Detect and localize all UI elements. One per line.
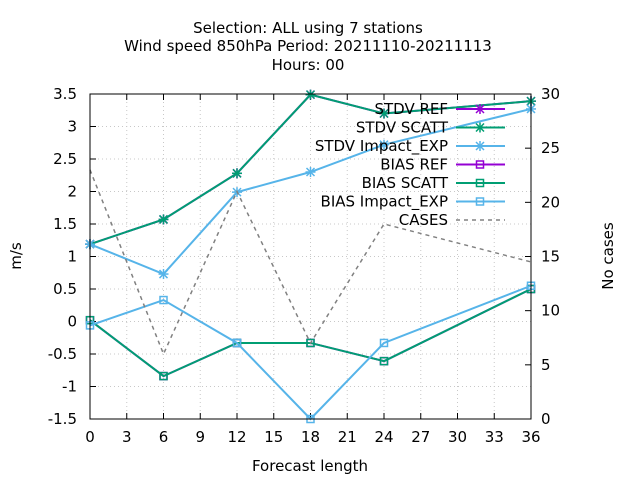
plot-frame <box>89 93 532 420</box>
x-tick-label: 15 <box>264 428 283 446</box>
legend-label: BIAS REF <box>380 156 448 174</box>
data-point <box>379 108 389 119</box>
y-tick-label: 3 <box>67 118 77 136</box>
legend-label: STDV REF <box>374 100 448 118</box>
data-point <box>379 139 389 150</box>
y2-tick-label: 25 <box>541 139 560 157</box>
x-tick-label: 24 <box>374 428 393 446</box>
data-point <box>232 168 242 179</box>
legend-label: STDV Impact_EXP <box>315 137 448 156</box>
x-tick-label: 0 <box>85 428 95 446</box>
y-tick-label: 0 <box>67 313 77 331</box>
chart-title-line-2: Wind speed 850hPa Period: 20211110-20211… <box>124 37 492 55</box>
y2-tick-label: 5 <box>541 356 551 374</box>
legend-item-5: BIAS Impact_EXP <box>321 193 505 212</box>
y-tick-label: 2.5 <box>53 150 77 168</box>
legend-item-2: STDV Impact_EXP <box>315 137 505 156</box>
series-line <box>89 93 532 246</box>
legend-item-3: BIAS REF <box>380 156 505 174</box>
legend-marker <box>475 122 485 133</box>
x-tick-label: 27 <box>411 428 430 446</box>
y-tick-label: -1.5 <box>48 410 77 428</box>
x-tick-label: 12 <box>227 428 246 446</box>
y-tick-label: -0.5 <box>48 345 77 363</box>
data-point <box>306 338 315 348</box>
x-tick-label: 9 <box>195 428 205 446</box>
data-point <box>305 89 316 100</box>
legend-label: STDV SCATT <box>356 119 449 137</box>
legend-marker <box>475 197 485 206</box>
series-5 <box>85 281 536 424</box>
axis-ticks: 0 3 6 9 12 15 18 21 24 27 30 33 36-1.5-1-0.500.511.5… <box>48 85 560 446</box>
x-tick-label: 21 <box>338 428 357 446</box>
data-point <box>232 338 242 348</box>
legend-item-4: BIAS SCATT <box>362 174 505 192</box>
series-line <box>89 284 532 421</box>
legend-item-1: STDV SCATT <box>356 119 505 137</box>
x-tick-label: 33 <box>485 428 504 446</box>
chart-title-line-3: Hours: 00 <box>272 56 345 74</box>
y2-tick-label: 10 <box>541 302 560 320</box>
legend-item-0: STDV REF <box>374 100 505 118</box>
data-point <box>379 356 389 366</box>
x-tick-label: 18 <box>301 428 320 446</box>
y2-tick-label: 0 <box>541 410 551 428</box>
x-tick-label: 30 <box>448 428 467 446</box>
y-tick-label: 1 <box>67 248 77 266</box>
chart-title-line-1: Selection: ALL using 7 stations <box>193 19 423 37</box>
y-tick-label: -1 <box>62 378 77 396</box>
series-4 <box>85 284 536 381</box>
y2-axis-label: No cases <box>599 222 617 290</box>
grid-lines <box>90 94 531 419</box>
data-point <box>379 338 389 348</box>
y-tick-label: 2 <box>67 183 77 201</box>
legend-label: CASES <box>399 211 448 229</box>
y-axis-label: m/s <box>7 242 25 270</box>
legend-marker <box>475 178 485 188</box>
y2-tick-label: 15 <box>541 248 560 266</box>
legend-item-6: CASES <box>399 211 505 229</box>
data-point <box>158 269 169 280</box>
data-point <box>159 371 168 381</box>
y2-tick-label: 30 <box>541 85 560 103</box>
x-axis-label: Forecast length <box>252 457 368 475</box>
y-tick-label: 0.5 <box>53 280 77 298</box>
y-tick-label: 3.5 <box>53 85 77 103</box>
legend-label: BIAS Impact_EXP <box>321 193 448 212</box>
x-tick-label: 36 <box>521 428 540 446</box>
legend-label: BIAS SCATT <box>362 174 449 192</box>
x-tick-label: 3 <box>122 428 132 446</box>
x-tick-label: 6 <box>159 428 169 446</box>
data-point <box>158 214 169 225</box>
legend-marker <box>475 141 485 151</box>
data-point <box>305 167 316 177</box>
legend-marker <box>475 104 485 114</box>
series-3 <box>85 284 536 381</box>
y2-tick-label: 20 <box>541 193 560 211</box>
data-point <box>159 295 168 305</box>
series-line <box>89 288 532 378</box>
y-tick-label: 1.5 <box>53 215 77 233</box>
series-line <box>89 107 532 276</box>
legend-marker <box>475 160 485 169</box>
